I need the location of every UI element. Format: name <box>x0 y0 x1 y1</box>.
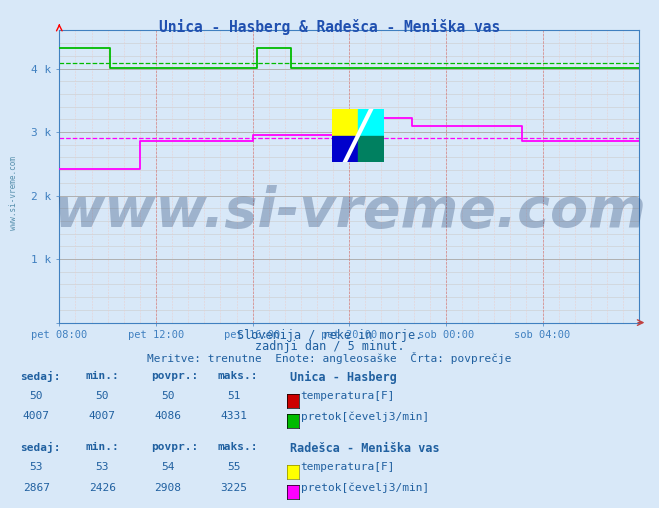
Text: 51: 51 <box>227 391 241 401</box>
Bar <box>332 136 358 162</box>
Text: maks.:: maks.: <box>217 371 258 381</box>
Text: Slovenija / reke in morje.: Slovenija / reke in morje. <box>237 329 422 342</box>
Text: 4007: 4007 <box>23 411 49 422</box>
Text: maks.:: maks.: <box>217 442 258 452</box>
Text: 2908: 2908 <box>155 483 181 493</box>
Text: 53: 53 <box>96 462 109 472</box>
Text: Radešca - Meniška vas: Radešca - Meniška vas <box>290 442 440 455</box>
Text: 2867: 2867 <box>23 483 49 493</box>
Text: 54: 54 <box>161 462 175 472</box>
Text: povpr.:: povpr.: <box>152 442 199 452</box>
Text: sedaj:: sedaj: <box>20 442 60 453</box>
Text: 4007: 4007 <box>89 411 115 422</box>
Text: 4086: 4086 <box>155 411 181 422</box>
Text: 3225: 3225 <box>221 483 247 493</box>
Text: Meritve: trenutne  Enote: angleosaške  Črta: povprečje: Meritve: trenutne Enote: angleosaške Črt… <box>147 352 512 364</box>
Text: www.si-vreme.com: www.si-vreme.com <box>9 156 18 230</box>
Text: 53: 53 <box>30 462 43 472</box>
Text: pretok[čevelj3/min]: pretok[čevelj3/min] <box>301 411 429 422</box>
Text: sedaj:: sedaj: <box>20 371 60 382</box>
Text: zadnji dan / 5 minut.: zadnji dan / 5 minut. <box>254 340 405 354</box>
Text: Unica - Hasberg & Radešca - Meniška vas: Unica - Hasberg & Radešca - Meniška vas <box>159 19 500 35</box>
Text: 50: 50 <box>30 391 43 401</box>
Text: 2426: 2426 <box>89 483 115 493</box>
Text: temperatura[F]: temperatura[F] <box>301 462 395 472</box>
Text: povpr.:: povpr.: <box>152 371 199 381</box>
Text: pretok[čevelj3/min]: pretok[čevelj3/min] <box>301 483 429 493</box>
Text: www.si-vreme.com: www.si-vreme.com <box>53 184 646 239</box>
Bar <box>358 136 384 162</box>
Bar <box>332 109 358 136</box>
Bar <box>358 109 384 136</box>
Text: 4331: 4331 <box>221 411 247 422</box>
Text: min.:: min.: <box>86 371 119 381</box>
Text: 55: 55 <box>227 462 241 472</box>
Text: 50: 50 <box>96 391 109 401</box>
Text: min.:: min.: <box>86 442 119 452</box>
Text: temperatura[F]: temperatura[F] <box>301 391 395 401</box>
Text: 50: 50 <box>161 391 175 401</box>
Text: Unica - Hasberg: Unica - Hasberg <box>290 371 397 384</box>
